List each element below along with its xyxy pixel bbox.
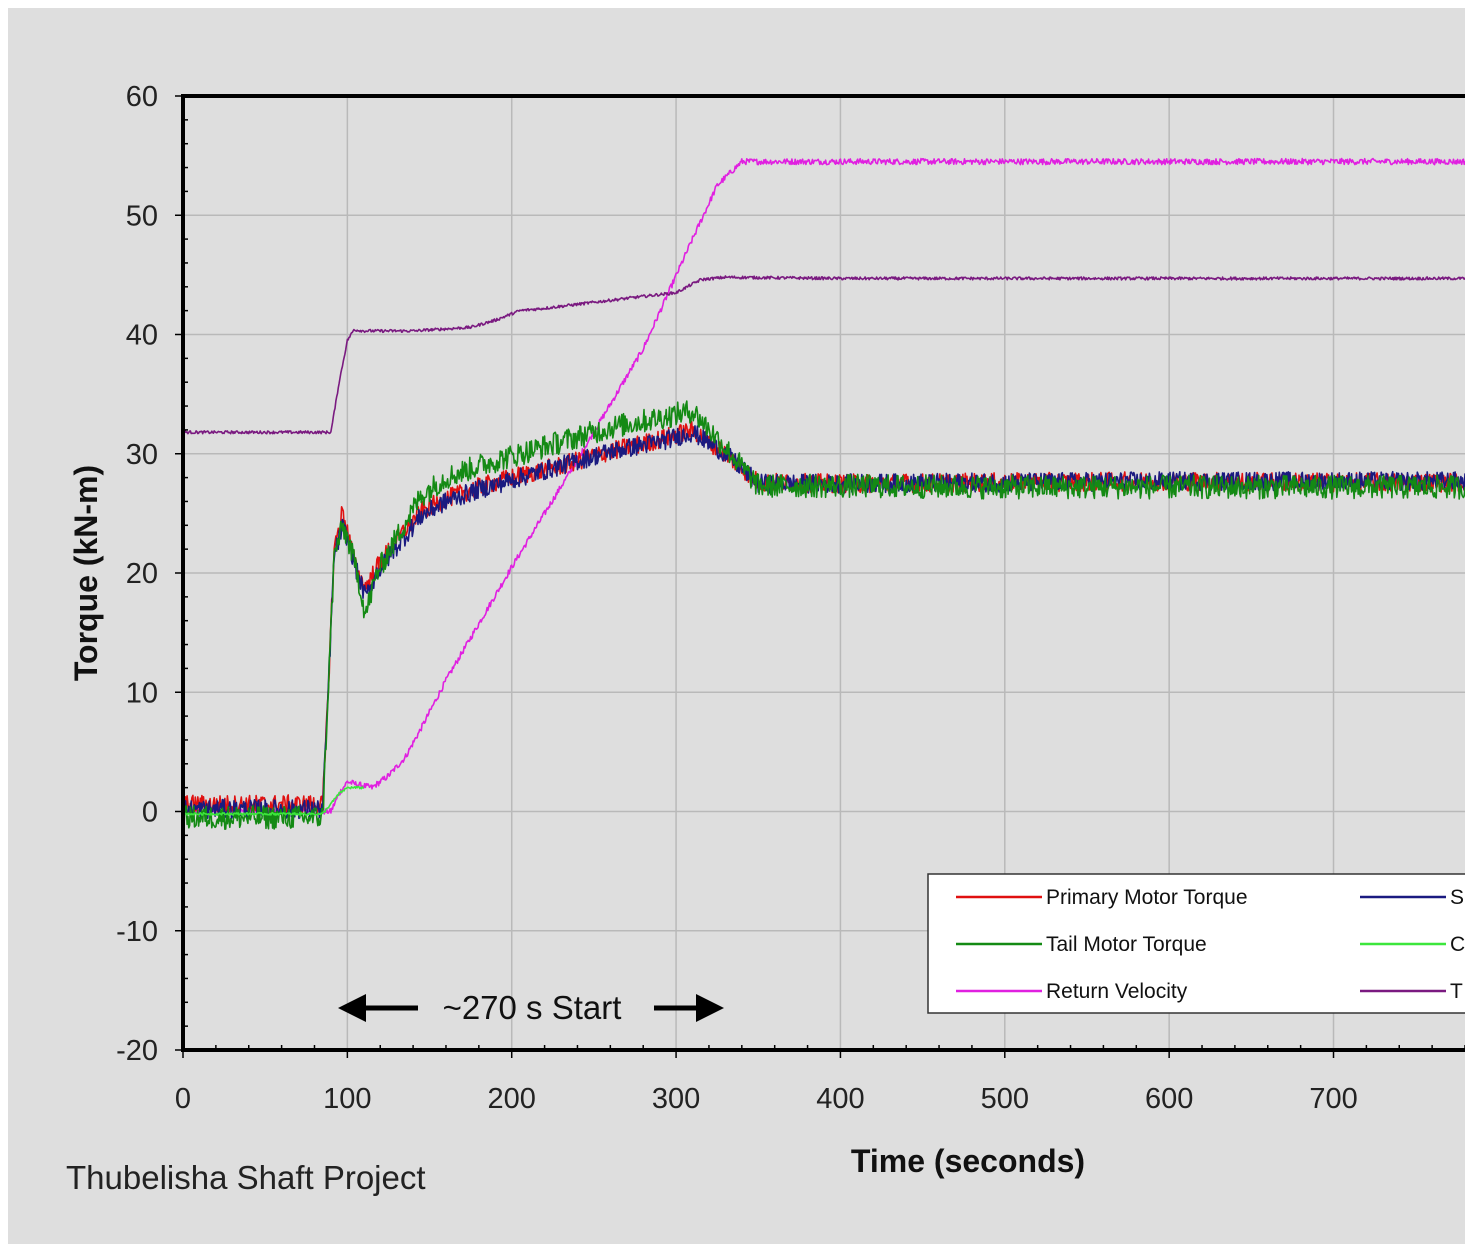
legend-label: Primary Motor Torque: [1046, 886, 1248, 909]
y-tick-label: 30: [126, 439, 158, 471]
y-tick-label: 10: [126, 677, 158, 709]
x-tick-label: 400: [816, 1083, 864, 1115]
x-tick-label: 100: [323, 1083, 371, 1115]
x-tick-label: 600: [1145, 1083, 1193, 1115]
legend-label: S: [1450, 886, 1464, 909]
legend-label: C: [1450, 933, 1465, 956]
y-axis-title: Torque (kN-m): [68, 465, 104, 681]
legend-label: Return Velocity: [1046, 980, 1188, 1003]
y-tick-label: 0: [142, 797, 158, 829]
x-tick-label: 200: [488, 1083, 536, 1115]
y-tick-label: 50: [126, 200, 158, 232]
series-line-t: [183, 275, 1465, 435]
legend-label: T: [1450, 980, 1463, 1003]
legend: Primary Motor Torque S Tail Motor Torque C R…: [927, 873, 1465, 1014]
x-tick-label: 300: [652, 1083, 700, 1115]
y-tick-label: 20: [126, 558, 158, 590]
annotation-right-arrowhead: [696, 994, 724, 1022]
series-line-return-velocity: [183, 157, 1465, 816]
annotation-text: ~270 s Start: [443, 989, 622, 1026]
legend-label: Tail Motor Torque: [1046, 933, 1207, 956]
x-axis-title: Time (seconds): [851, 1143, 1085, 1179]
y-tick-label: 40: [126, 320, 158, 352]
axes: [175, 94, 1465, 1058]
x-tick-label: 700: [1309, 1083, 1357, 1115]
y-tick-label: -10: [116, 916, 158, 948]
y-tick-label: -20: [116, 1035, 158, 1067]
x-tick-label: 0: [175, 1083, 191, 1115]
series-layer: [183, 157, 1465, 830]
annotation-left-arrowhead: [338, 994, 366, 1022]
y-tick-label: 60: [126, 81, 158, 113]
start-annotation: ~270 s Start: [338, 989, 724, 1026]
x-tick-label: 500: [981, 1083, 1029, 1115]
series-line-c: [183, 785, 364, 816]
footer-caption: Thubelisha Shaft Project: [66, 1159, 426, 1196]
series-line-tail-motor-torque: [183, 400, 1465, 830]
